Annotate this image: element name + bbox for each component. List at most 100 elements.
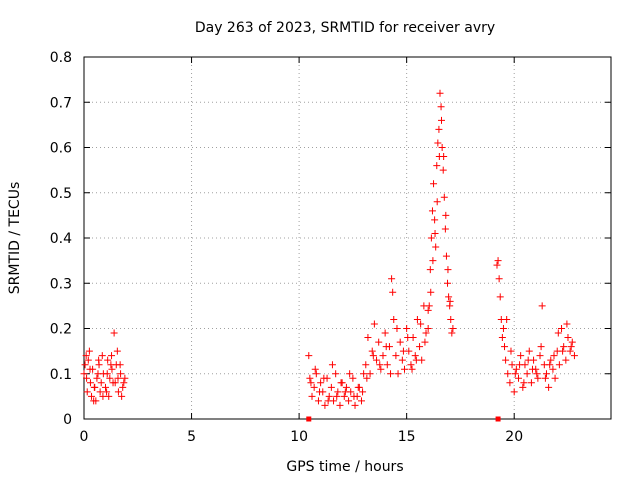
data-point [311, 365, 319, 373]
data-point [307, 379, 315, 387]
data-point [342, 383, 350, 391]
data-point [444, 279, 452, 287]
data-point [510, 388, 518, 396]
data-point [103, 370, 111, 378]
data-point [349, 374, 357, 382]
data-point [82, 352, 90, 360]
data-point [436, 89, 444, 97]
x-tick-label: 5 [187, 429, 196, 445]
data-point [376, 361, 384, 369]
y-axis-label: SRMTID / TECUs [7, 182, 23, 295]
data-point [408, 365, 416, 373]
zero-marker [495, 416, 501, 422]
data-point [314, 397, 322, 405]
data-point [524, 356, 532, 364]
data-point [398, 356, 406, 364]
data-point [377, 365, 385, 373]
data-point [401, 365, 409, 373]
data-point [363, 374, 371, 382]
data-point [364, 334, 372, 342]
data-point [341, 388, 349, 396]
data-point [424, 325, 432, 332]
data-point [516, 361, 524, 369]
data-point [550, 352, 558, 360]
data-point [421, 338, 429, 346]
data-point [328, 361, 336, 369]
data-point [369, 352, 377, 360]
data-point [504, 370, 512, 378]
data-point [373, 356, 381, 364]
data-point [327, 383, 335, 391]
data-point [375, 338, 383, 346]
data-point [503, 315, 511, 323]
data-point [114, 374, 122, 382]
plot-area-frame [83, 56, 612, 420]
data-point [533, 370, 541, 378]
data-point [336, 401, 344, 409]
data-point [110, 329, 118, 337]
data-point [545, 383, 553, 391]
data-point [308, 392, 316, 400]
data-point [108, 352, 116, 360]
data-point [354, 383, 362, 391]
data-point [90, 383, 98, 391]
data-point [560, 343, 568, 351]
data-point [554, 329, 562, 337]
data-point [321, 401, 329, 409]
data-point [96, 388, 104, 396]
gridlines [84, 57, 611, 419]
data-point [113, 347, 121, 355]
data-point [555, 361, 563, 369]
data-point [542, 370, 550, 378]
data-point [84, 356, 92, 364]
y-tick-label: 0.8 [50, 50, 72, 66]
data-point [86, 379, 94, 387]
data-point [447, 315, 455, 323]
data-point [396, 338, 404, 346]
data-point [404, 334, 412, 342]
data-point [345, 397, 353, 405]
data-point [412, 356, 420, 364]
data-point [536, 352, 544, 360]
data-point [85, 347, 93, 355]
data-point [306, 374, 314, 382]
data-point [440, 193, 448, 201]
data-point [117, 370, 125, 378]
data-point [320, 374, 328, 382]
data-point [370, 320, 378, 328]
data-point [325, 392, 333, 400]
data-point [441, 225, 449, 233]
data-point [428, 207, 436, 215]
data-point [399, 347, 407, 355]
data-point [433, 198, 441, 206]
data-point [93, 374, 101, 382]
data-point [120, 379, 128, 387]
data-point [351, 401, 359, 409]
data-point [379, 352, 387, 360]
data-point [95, 356, 103, 364]
data-point [109, 379, 117, 387]
data-point [438, 116, 445, 124]
data-point [449, 325, 457, 332]
data-point [390, 315, 398, 323]
data-point [439, 166, 447, 174]
data-point [389, 288, 397, 296]
y-tick-label: 0 [63, 412, 72, 428]
zero-marker [306, 416, 312, 422]
data-point [312, 370, 320, 378]
x-axis-label: GPS time / hours [286, 459, 403, 475]
data-point [438, 144, 446, 151]
data-point [86, 365, 94, 373]
data-point [83, 388, 91, 396]
data-point [337, 379, 345, 387]
data-point [424, 306, 432, 314]
data-point [368, 347, 376, 355]
data-point [334, 388, 342, 396]
data-point [517, 352, 525, 360]
data-point [508, 361, 516, 369]
data-point [446, 297, 454, 305]
data-point [564, 334, 572, 342]
data-point [99, 392, 107, 400]
data-point [527, 379, 535, 387]
data-point [383, 361, 391, 369]
